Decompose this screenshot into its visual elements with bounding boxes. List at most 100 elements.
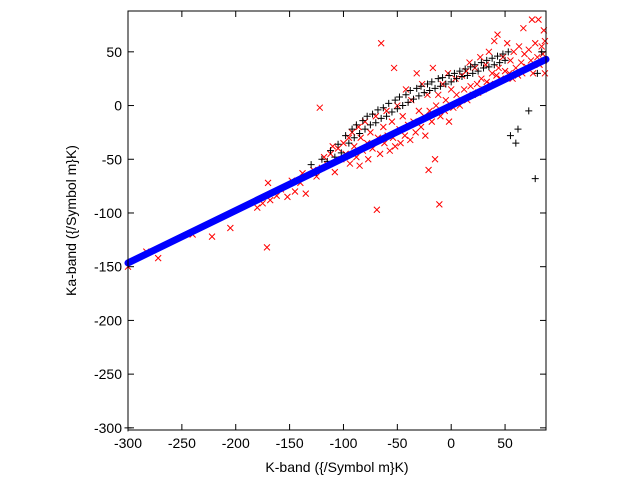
cross-point-49 [376, 150, 384, 158]
plus-point-68 [501, 56, 509, 64]
plus-point-70 [506, 132, 514, 140]
plus-point-31 [402, 91, 410, 99]
plus-point-46 [442, 80, 450, 88]
plus-point-26 [388, 108, 396, 116]
plus-point-13 [352, 121, 360, 129]
cross-point-132 [520, 24, 527, 32]
plus-point-14 [356, 129, 364, 137]
plus-point-48 [447, 78, 455, 86]
cross-point-143 [538, 43, 546, 50]
cross-point-51 [379, 123, 387, 131]
plus-point-1 [307, 161, 315, 169]
y-tick-label-2: -200 [94, 312, 122, 328]
cross-point-30 [340, 139, 347, 147]
plus-point-3 [318, 155, 326, 163]
plus-point-74 [531, 175, 539, 183]
plus-point-66 [496, 59, 504, 67]
plus-point-17 [363, 112, 371, 120]
x-tick-label-5: -50 [387, 435, 407, 451]
cross-point-85 [435, 201, 443, 208]
cross-point-53 [383, 107, 390, 115]
cross-point-47 [373, 206, 381, 214]
cross-point-43 [364, 155, 372, 163]
x-tick-label-6: 0 [447, 435, 455, 451]
cross-point-70 [412, 129, 419, 136]
plus-point-56 [469, 69, 477, 77]
plus-point-37 [417, 82, 425, 90]
plus-point-10 [345, 139, 353, 147]
plus-point-30 [399, 102, 407, 110]
plot-marks [124, 16, 550, 432]
cross-point-139 [531, 39, 539, 47]
plus-point-58 [474, 67, 482, 75]
cross-point-107 [476, 53, 484, 61]
plus-point-62 [485, 63, 493, 71]
cross-point-28 [334, 145, 342, 152]
cross-point-122 [503, 39, 511, 47]
cross-point-84 [434, 91, 442, 99]
plus-point-49 [450, 69, 458, 77]
cross-point-4 [208, 233, 216, 240]
plus-point-32 [404, 98, 412, 106]
plus-point-21 [374, 106, 382, 114]
cross-point-121 [501, 67, 509, 75]
y-tick-label-6: 0 [114, 98, 122, 114]
plus-point-36 [415, 92, 423, 100]
x-axis-label: K-band ({/Symbol m}K) [265, 459, 408, 475]
plus-point-16 [361, 125, 369, 133]
plot-frame [127, 10, 547, 431]
cross-point-147 [541, 37, 549, 45]
plus-point-73 [525, 107, 533, 115]
plus-point-75 [533, 69, 541, 77]
cross-point-81 [429, 64, 437, 72]
cross-point-89 [442, 96, 450, 104]
cross-point-44 [367, 129, 374, 136]
plus-point-42 [431, 84, 439, 92]
cross-point-39 [357, 134, 365, 142]
plus-point-27 [391, 96, 399, 104]
cross-point-117 [494, 31, 501, 38]
cross-point-2 [154, 254, 162, 262]
plus-point-40 [426, 87, 434, 95]
plus-point-60 [480, 64, 488, 72]
cross-point-63 [399, 112, 407, 120]
cross-point-67 [406, 136, 414, 144]
cross-point-126 [510, 48, 518, 56]
plus-point-57 [471, 61, 479, 69]
cross-point-38 [356, 162, 363, 170]
plus-point-65 [494, 52, 502, 60]
plus-point-24 [383, 112, 391, 120]
cross-point-55 [386, 147, 394, 155]
plus-point-71 [512, 139, 520, 147]
plus-point-50 [453, 75, 461, 83]
cross-point-33 [346, 160, 354, 167]
x-tick-label-1: -250 [168, 435, 196, 451]
plus-point-8 [337, 149, 345, 157]
cross-point-9 [264, 179, 272, 187]
plus-point-45 [439, 74, 447, 82]
plus-point-5 [327, 147, 335, 155]
cross-point-76 [421, 132, 429, 139]
plus-point-20 [372, 119, 380, 127]
plus-point-35 [413, 84, 421, 92]
cross-point-112 [485, 48, 493, 56]
plus-point-33 [406, 87, 414, 95]
y-tick-label-0: -300 [94, 420, 122, 436]
plus-point-52 [458, 73, 466, 81]
cross-point-64 [401, 132, 409, 139]
plus-point-39 [423, 80, 431, 88]
cross-point-56 [388, 118, 396, 126]
x-tick-label-7: 50 [497, 435, 513, 451]
x-tick-label-3: -150 [276, 435, 304, 451]
plus-point-43 [434, 75, 442, 83]
plus-point-55 [467, 63, 475, 71]
plus-point-59 [477, 59, 485, 67]
cross-point-92 [447, 86, 455, 93]
plus-point-12 [350, 134, 358, 142]
cross-point-135 [525, 46, 533, 54]
cross-point-141 [535, 16, 542, 23]
y-tick-label-5: -50 [102, 151, 122, 167]
y-tick-label-3: -150 [94, 259, 122, 275]
cross-point-130 [517, 59, 525, 66]
